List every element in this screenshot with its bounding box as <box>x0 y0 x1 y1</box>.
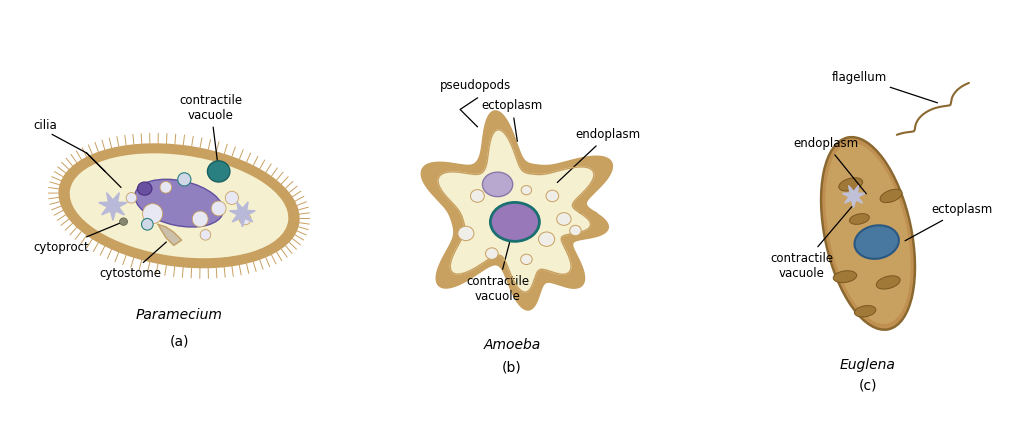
Text: pseudopods: pseudopods <box>440 79 511 92</box>
Text: endoplasm: endoplasm <box>793 137 866 194</box>
Ellipse shape <box>458 226 474 240</box>
Ellipse shape <box>211 201 226 216</box>
Ellipse shape <box>839 178 862 191</box>
Ellipse shape <box>854 225 899 259</box>
Text: cytostome: cytostome <box>99 242 166 280</box>
Ellipse shape <box>521 186 531 195</box>
Ellipse shape <box>834 271 857 283</box>
Ellipse shape <box>482 172 513 197</box>
Text: Paramecium: Paramecium <box>135 308 222 322</box>
Ellipse shape <box>141 219 154 230</box>
Ellipse shape <box>120 218 128 225</box>
Ellipse shape <box>240 213 251 225</box>
Polygon shape <box>438 130 594 292</box>
Text: Amoeba: Amoeba <box>483 338 541 352</box>
Text: ectoplasm: ectoplasm <box>905 203 992 241</box>
Ellipse shape <box>546 190 559 202</box>
Ellipse shape <box>490 202 540 241</box>
Ellipse shape <box>193 211 208 227</box>
Ellipse shape <box>126 193 137 203</box>
Ellipse shape <box>877 276 900 289</box>
Ellipse shape <box>470 190 484 202</box>
Ellipse shape <box>569 225 582 236</box>
Polygon shape <box>158 224 181 245</box>
Ellipse shape <box>208 161 230 182</box>
Ellipse shape <box>825 143 910 324</box>
Ellipse shape <box>880 189 902 203</box>
Text: Euglena: Euglena <box>840 358 896 372</box>
Ellipse shape <box>539 232 555 247</box>
Text: flagellum: flagellum <box>831 71 937 103</box>
Ellipse shape <box>58 143 300 268</box>
Text: (a): (a) <box>169 335 188 349</box>
Ellipse shape <box>200 230 211 240</box>
Text: (c): (c) <box>859 378 878 392</box>
Ellipse shape <box>850 214 869 224</box>
Ellipse shape <box>557 213 571 225</box>
Ellipse shape <box>178 173 190 186</box>
Ellipse shape <box>69 152 289 259</box>
Ellipse shape <box>142 204 163 224</box>
Ellipse shape <box>137 182 152 195</box>
Text: endoplasm: endoplasm <box>557 128 641 183</box>
Polygon shape <box>98 193 127 220</box>
Text: ectoplasm: ectoplasm <box>481 99 543 141</box>
Text: contractile
vacuole: contractile vacuole <box>770 207 852 279</box>
Text: cilia: cilia <box>34 119 57 132</box>
Ellipse shape <box>854 306 876 317</box>
Ellipse shape <box>821 137 915 330</box>
Polygon shape <box>843 186 865 208</box>
Text: (b): (b) <box>502 361 522 375</box>
Ellipse shape <box>485 248 498 259</box>
Text: contractile
vacuole: contractile vacuole <box>179 94 243 169</box>
Polygon shape <box>229 202 255 227</box>
Text: contractile
vacuole: contractile vacuole <box>466 225 529 303</box>
Ellipse shape <box>135 179 223 227</box>
Ellipse shape <box>160 181 172 193</box>
Ellipse shape <box>225 191 239 205</box>
Text: cytoproct: cytoproct <box>34 223 121 254</box>
Ellipse shape <box>520 254 532 265</box>
Polygon shape <box>422 111 612 309</box>
